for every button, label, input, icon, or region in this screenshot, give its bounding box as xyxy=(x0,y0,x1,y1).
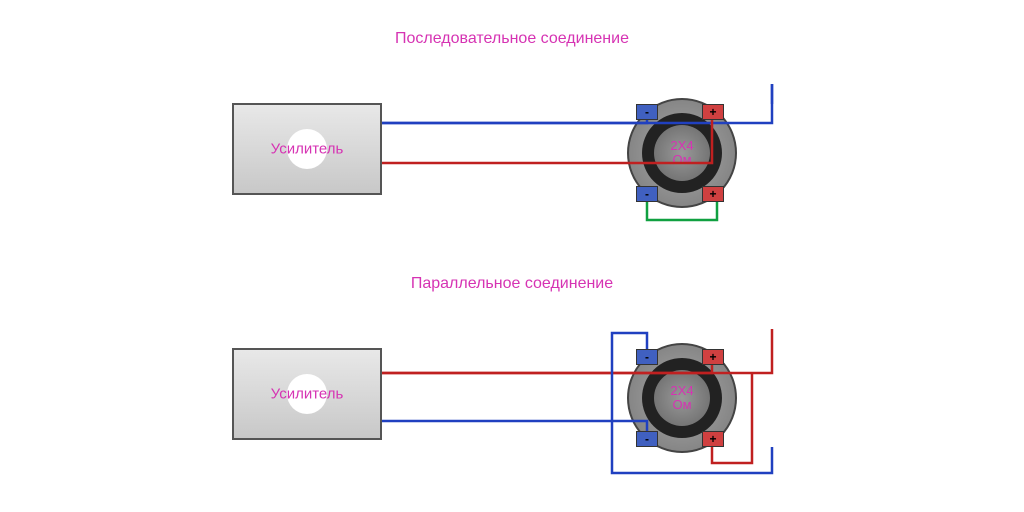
parallel-title: Параллельное соединение xyxy=(232,275,792,293)
terminal-bottom-left: - xyxy=(636,431,658,447)
terminal-bottom-right: + xyxy=(702,431,724,447)
terminal-top-left: - xyxy=(636,349,658,365)
parallel-wires xyxy=(232,303,792,483)
series-schematic: Усилитель 2X4 Ом - + - + xyxy=(232,58,792,238)
terminal-top-right: + xyxy=(702,104,724,120)
parallel-schematic: Усилитель 2X4 Ом - + - + xyxy=(232,303,792,483)
series-wires xyxy=(232,58,792,238)
parallel-diagram: Параллельное соединение Усилитель 2X4 Ом… xyxy=(232,275,792,483)
terminal-bottom-left: - xyxy=(636,186,658,202)
terminal-top-left: - xyxy=(636,104,658,120)
series-diagram: Последовательное соединение Усилитель 2X… xyxy=(232,30,792,238)
terminal-bottom-right: + xyxy=(702,186,724,202)
terminal-top-right: + xyxy=(702,349,724,365)
series-title: Последовательное соединение xyxy=(232,30,792,48)
